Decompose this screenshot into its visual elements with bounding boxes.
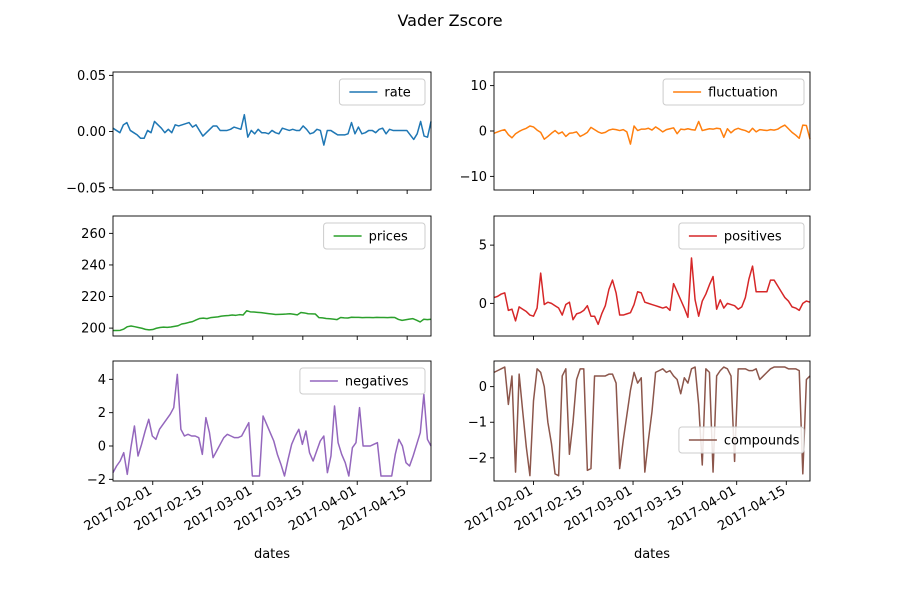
- y-tick-label: −2: [87, 473, 106, 488]
- legend: negatives: [299, 367, 426, 395]
- legend: rate: [338, 78, 426, 106]
- legend-box: [338, 78, 426, 106]
- legend-label: fluctuation: [708, 86, 778, 101]
- series-line-compounds: [493, 366, 811, 477]
- y-tick-label: 10: [470, 79, 487, 94]
- subplot-2: −10 0 10 fluctuation: [460, 71, 811, 194]
- axes-frame: [112, 360, 432, 482]
- figure-title: Vader Zscore: [397, 11, 502, 30]
- legend: compounds: [678, 426, 805, 454]
- legend-box: [678, 426, 805, 454]
- y-tick-label: −2: [468, 451, 487, 466]
- y-tick-label: 240: [81, 258, 106, 273]
- y-tick-label: −10: [460, 170, 487, 185]
- series-line-negatives: [112, 373, 432, 477]
- axes-frame: [112, 71, 432, 191]
- y-tick-label: 0.05: [77, 69, 106, 84]
- legend-label: compounds: [724, 434, 800, 449]
- legend-label: prices: [369, 230, 408, 245]
- subplot-4: 0 5 positives: [479, 215, 811, 340]
- legend-box: [323, 222, 426, 250]
- y-tick-label: 0: [98, 440, 106, 455]
- subplot-1: −0.05 0.00 0.05 rate: [66, 69, 432, 196]
- series-line-fluctuation: [493, 120, 811, 145]
- x-axis-title: dates: [254, 547, 290, 562]
- y-tick-label: 220: [81, 290, 106, 305]
- legend-label: negatives: [345, 375, 409, 390]
- y-tick-label: 0: [479, 380, 487, 395]
- y-tick-label: −1: [468, 416, 487, 431]
- y-tick-label: −0.05: [66, 181, 106, 196]
- series-line-prices: [113, 309, 432, 332]
- legend-label: positives: [724, 230, 782, 245]
- y-tick-label: 0: [479, 297, 487, 312]
- subplot-3: 200 220 240 260 prices: [81, 215, 432, 340]
- y-tick-label: 260: [81, 227, 106, 242]
- axes-frame: [493, 360, 811, 482]
- legend-box: [678, 222, 805, 250]
- axes-frame: [493, 215, 811, 337]
- axes-frame: [112, 215, 432, 337]
- x-axis-title: dates: [634, 547, 670, 562]
- legend: prices: [323, 222, 426, 250]
- legend-box: [299, 367, 426, 395]
- series-line-positives: [493, 257, 811, 326]
- legend-label: rate: [384, 86, 410, 101]
- y-tick-label: 0: [479, 125, 487, 140]
- y-tick-label: 0.00: [77, 125, 106, 140]
- legend: fluctuation: [662, 78, 805, 106]
- y-tick-label: 5: [479, 239, 487, 254]
- y-tick-label: 200: [81, 322, 106, 337]
- y-tick-label: 4: [98, 373, 106, 388]
- legend-box: [662, 78, 805, 106]
- legend: positives: [678, 222, 805, 250]
- y-tick-label: 2: [98, 406, 106, 421]
- series-line-rate: [112, 113, 432, 146]
